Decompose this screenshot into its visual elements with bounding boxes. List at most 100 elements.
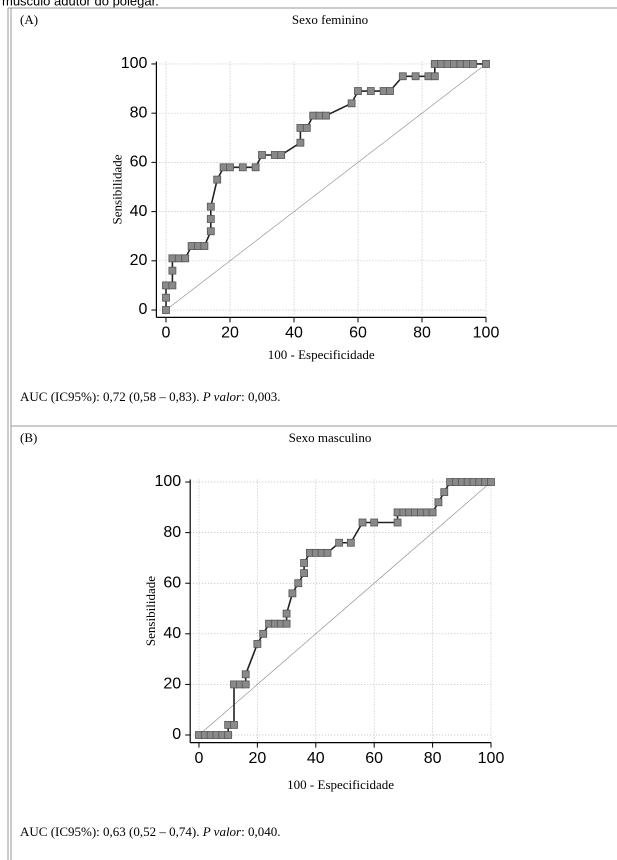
roc-point [258,151,266,159]
roc-point [194,242,202,250]
y-tick-label: 80 [130,104,148,121]
roc-point [187,242,196,250]
roc-point [347,99,356,108]
roc-point [251,163,260,172]
x-tick-label: 100 [478,750,505,767]
roc-point [482,60,490,68]
y-tick-label: 40 [163,625,181,642]
panel-label: (B) [20,430,37,445]
roc-point [469,60,478,68]
roc-point [253,640,262,648]
x-tick-label: 0 [162,325,171,342]
roc-point [219,163,228,172]
roc-point [288,589,297,598]
roc-point [241,670,250,679]
x-tick-label: 0 [195,750,204,767]
x-tick-label: 20 [221,325,239,342]
x-tick-label: 20 [248,750,266,767]
roc-point [366,87,375,95]
roc-point [411,72,420,81]
caption-part: AUC (IC95%): 0,63 (0,52 – 0,74). [20,824,203,839]
roc-point [206,227,215,236]
roc-point [206,215,215,223]
x-tick-label: 80 [413,325,431,342]
roc-point [323,548,332,557]
roc-point [230,720,238,729]
roc-point [226,163,234,172]
roc-point [379,87,388,95]
roc-point [354,87,362,95]
reference-diagonal [165,63,487,311]
y-tick-label: 100 [121,55,148,72]
y-tick-label: 20 [163,676,181,693]
roc-point [181,254,190,263]
y-tick-label: 0 [172,726,181,743]
roc-point [259,629,268,638]
caption-part: P valor [202,389,242,404]
roc-point [294,579,303,588]
roc-point [224,731,233,739]
panel-label: (A) [20,12,38,27]
roc-point [162,293,170,302]
roc-point [462,60,471,68]
roc-point [428,508,437,517]
y-tick-label: 100 [154,473,181,490]
roc-point [168,254,177,263]
y-tick-label: 60 [130,154,148,171]
roc-point [168,281,177,290]
roc-point [282,619,291,628]
roc-point [300,559,308,567]
y-tick-label: 0 [138,301,147,318]
x-axis-label: 100 - Especificidade [287,777,394,792]
caption-part: P valor [202,824,242,839]
roc-point [430,60,439,68]
roc-point [487,478,495,486]
y-tick-label: 20 [130,252,148,269]
roc-point [456,60,465,68]
roc-point [277,151,286,159]
roc-point [437,60,446,68]
reference-diagonal [198,481,492,736]
y-tick-label: 80 [163,524,181,541]
roc-point [296,138,305,147]
y-tick-label: 40 [130,203,148,220]
chart-title: Sexo masculino [289,430,372,445]
roc-point [335,538,344,547]
roc-point [398,72,407,81]
x-tick-label: 100 [473,325,500,342]
roc-point [200,242,209,250]
roc-point [213,175,222,184]
roc-point [322,111,330,120]
y-axis-label: Sensibilidade [109,154,124,224]
caption-part: : 0,040. [241,824,280,839]
chart-title: Sexo feminino [292,12,368,27]
roc-point [346,538,355,547]
x-tick-label: 40 [285,325,303,342]
roc-point [296,124,305,132]
roc-point [424,72,433,81]
roc-point [434,498,443,507]
caption: AUC (IC95%): 0,72 (0,58 – 0,83). P valor… [20,389,281,404]
x-tick-label: 60 [349,325,367,342]
roc-point [168,266,177,275]
roc-point [302,124,311,132]
roc-point [450,60,458,68]
roc-point [282,609,291,618]
roc-point [315,111,324,120]
roc-point [174,254,183,263]
roc-point [241,680,250,689]
x-tick-label: 60 [365,750,383,767]
roc-point [393,518,402,527]
roc-point [443,60,452,68]
x-axis-label: 100 - Especificidade [268,347,375,362]
roc-point [309,111,318,120]
roc-point [238,163,247,172]
roc-point [270,151,279,159]
caption: AUC (IC95%): 0,63 (0,52 – 0,74). P valor… [20,824,281,839]
caption-part: AUC (IC95%): 0,72 (0,58 – 0,83). [20,389,203,404]
x-tick-label: 40 [307,750,325,767]
roc-point [162,306,170,314]
heading: músculo adutor do polegar. [2,0,159,8]
